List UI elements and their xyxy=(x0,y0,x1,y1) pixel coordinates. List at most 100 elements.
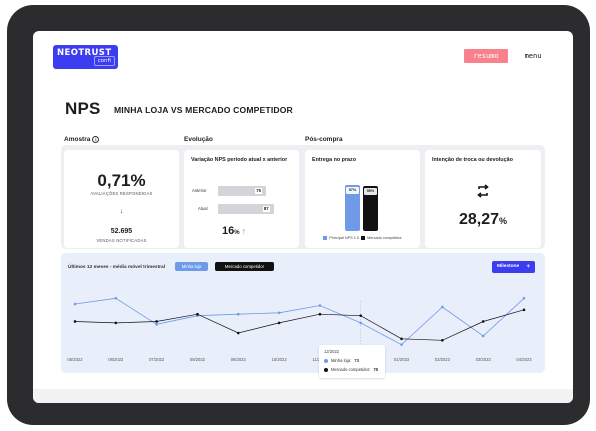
tooltip-mercado-value: 78 xyxy=(373,367,379,372)
trend-heading: Últimos 12 meses - média móvel trimestra… xyxy=(68,265,166,270)
troca-card: Intenção de troca ou devolução 28,27% xyxy=(425,150,541,248)
anterior-value: 75 xyxy=(255,188,262,194)
series-line-mercado-competidor xyxy=(74,309,525,341)
section-amostra-label: Amostra xyxy=(64,136,91,143)
data-point[interactable] xyxy=(359,321,363,325)
entrega-legend: Principal NPS 1.0 Mercado competidor xyxy=(305,236,420,240)
tooltip-mercado-label: Mercado competidor: xyxy=(331,367,371,372)
entrega-bar-mercado-value: 95% xyxy=(364,188,377,196)
arrow-down-icon: ↓ xyxy=(119,208,124,215)
pill-minha-loja[interactable]: Minha loja xyxy=(175,262,208,271)
data-point[interactable] xyxy=(359,314,363,317)
data-point[interactable] xyxy=(481,334,485,338)
trend-panel: Últimos 12 meses - média móvel trimestra… xyxy=(61,253,545,378)
legend-swatch-mercado xyxy=(361,236,366,240)
atual-bar: 87 xyxy=(218,204,274,214)
data-point[interactable] xyxy=(236,331,240,335)
data-point[interactable] xyxy=(155,320,158,323)
neotrust-logo[interactable]: NEOTRUST confi xyxy=(53,45,118,69)
arrow-up-icon: ↑ xyxy=(241,226,247,236)
footer-band xyxy=(33,389,573,403)
x-tick-label: 05/2022 xyxy=(67,357,83,362)
trend-chart: 05/2022 06/2022 07/2022 08/2022 09/2022 10/20… xyxy=(67,296,532,362)
troca-value-unit: % xyxy=(499,216,508,226)
legend-mercado: Mercado competidor xyxy=(367,236,402,240)
data-point[interactable] xyxy=(441,305,444,309)
logo-badge: confi xyxy=(93,56,115,66)
evolucao-change-value: 16 xyxy=(222,225,235,237)
x-tick-label: 07/2022 xyxy=(149,357,165,362)
data-point[interactable] xyxy=(400,337,403,341)
data-point[interactable] xyxy=(318,304,322,307)
data-point[interactable] xyxy=(318,312,322,316)
data-point[interactable] xyxy=(277,311,281,315)
pill-mercado-competidor[interactable]: Mercado competidor xyxy=(215,262,274,271)
tablet-frame: NEOTRUST confi resumo menu NPS MINHA LOJ… xyxy=(7,5,590,425)
entrega-title: Entrega no prazo xyxy=(312,157,357,163)
resumo-button[interactable]: resumo xyxy=(464,49,508,63)
page-subtitle: MINHA LOJA VS MERCADO COMPETIDOR xyxy=(114,105,293,115)
troca-value-number: 28,27 xyxy=(458,211,500,228)
entrega-card: Entrega no prazo 97% 95% Principal NPS 1… xyxy=(305,150,420,248)
swap-icon xyxy=(425,184,541,203)
data-point[interactable] xyxy=(522,296,526,300)
x-tick-label: 02/2023 xyxy=(435,357,451,362)
app-screen: NEOTRUST confi resumo menu NPS MINHA LOJ… xyxy=(33,31,573,403)
data-point[interactable] xyxy=(114,321,118,325)
page-title: NPS xyxy=(65,99,101,118)
x-tick-label: 08/2022 xyxy=(190,357,206,362)
tooltip-dot-loja xyxy=(324,358,328,363)
data-point[interactable] xyxy=(441,339,444,342)
x-tick-label: 09/2022 xyxy=(231,357,247,362)
tooltip-row-loja: Minha loja: 73 xyxy=(324,358,359,363)
section-evolucao: Evolução xyxy=(184,136,213,143)
entrega-bar-loja: 97% xyxy=(345,185,360,231)
data-point[interactable] xyxy=(155,323,158,326)
tooltip-date: 12/2022 xyxy=(324,349,340,354)
evolucao-card: Variação NPS período atual x anterior An… xyxy=(184,150,299,248)
menu-button[interactable]: menu xyxy=(512,49,554,63)
vendas-count: 52.695 xyxy=(110,228,133,235)
data-point[interactable] xyxy=(73,302,77,306)
data-point[interactable] xyxy=(522,308,526,312)
x-tick-label: 01/2023 xyxy=(394,357,410,362)
troca-value: 28,27% xyxy=(425,211,541,229)
x-tick-label: 03/2023 xyxy=(476,357,492,362)
atual-value: 87 xyxy=(262,206,270,212)
troca-title: Intenção de troca ou devolução xyxy=(432,157,513,163)
amostra-card: 0,71% AVALIAÇÕES RESPONDIDAS ↓ 52.695 VE… xyxy=(64,150,179,248)
x-tick-label: 04/2023 xyxy=(516,357,532,362)
legend-swatch-loja xyxy=(323,236,328,240)
data-point[interactable] xyxy=(277,321,281,325)
info-icon[interactable]: i xyxy=(92,136,100,143)
series-line-minha-loja xyxy=(74,297,525,346)
section-poscompra: Pós-compra xyxy=(305,136,343,143)
anterior-bar: 75 xyxy=(218,186,266,196)
x-tick-label: 06/2022 xyxy=(108,357,124,362)
vendas-caption: VENDAS NOTIFICADAS xyxy=(96,238,147,243)
milestone-button[interactable]: Milestone + xyxy=(492,261,535,273)
plus-icon: + xyxy=(526,264,530,270)
legend-loja: Principal NPS 1.0 xyxy=(329,236,359,240)
atual-label: Atual xyxy=(198,206,208,211)
entrega-bar-mercado: 95% xyxy=(363,186,378,231)
data-point[interactable] xyxy=(400,343,403,346)
evolucao-change: 16% ↑ xyxy=(222,225,246,237)
chart-tooltip: 12/2022 Minha loja: 73 Mercado competidor… xyxy=(319,345,385,378)
data-point[interactable] xyxy=(481,320,485,323)
tooltip-loja-label: Minha loja: xyxy=(331,358,352,363)
amostra-value: 0,71% xyxy=(97,171,146,190)
amostra-caption: AVALIAÇÕES RESPONDIDAS xyxy=(90,191,153,196)
section-amostra: Amostra i xyxy=(64,136,100,143)
anterior-label: Anterior xyxy=(192,188,207,193)
evolucao-change-unit: % xyxy=(234,230,240,236)
milestone-label: Milestone xyxy=(497,264,520,269)
data-point[interactable] xyxy=(114,296,118,300)
data-point[interactable] xyxy=(196,312,199,316)
evolucao-title: Variação NPS período atual x anterior xyxy=(191,157,288,163)
data-point[interactable] xyxy=(73,320,77,323)
tooltip-loja-value: 73 xyxy=(354,358,359,363)
tooltip-dot-mercado xyxy=(324,367,328,372)
logo-text: NEOTRUST xyxy=(57,48,112,58)
data-point[interactable] xyxy=(236,312,240,316)
